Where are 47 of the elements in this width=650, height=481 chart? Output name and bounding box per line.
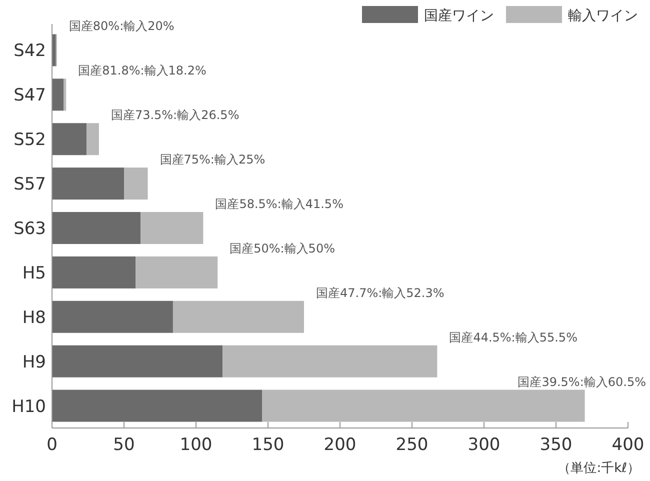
annotation: 国産50%:輸入50%: [230, 241, 335, 256]
bar: [52, 168, 124, 200]
x-tick-label: 0: [46, 435, 58, 455]
bar: [86, 123, 99, 156]
y-tick-label: S52: [14, 130, 46, 150]
bar: [52, 123, 87, 156]
y-tick-label: S47: [14, 86, 46, 106]
x-tick-label: 300: [468, 435, 500, 455]
y-tick-label: S63: [14, 219, 46, 239]
annotation: 国産58.5%:輸入41.5%: [215, 197, 344, 211]
legend-label: 国産ワイン: [424, 8, 494, 24]
y-tick-label: S57: [14, 174, 46, 195]
annotation: 国産80%:輸入20%: [68, 19, 174, 34]
bar: [222, 345, 438, 378]
bar: [52, 78, 64, 111]
y-tick-label: H5: [22, 263, 46, 284]
bar: [262, 390, 585, 422]
annotation: 国産73.5%:輸入26.5%: [110, 108, 240, 122]
x-tick-label: 200: [324, 435, 356, 455]
legend-label: 輸入ワイン: [568, 8, 638, 24]
bar: [52, 300, 173, 333]
bar: [52, 212, 141, 244]
bar: [52, 34, 56, 66]
bar: [64, 78, 66, 111]
x-tick-label: 100: [180, 435, 212, 455]
bar: [52, 256, 136, 288]
bar: [136, 256, 218, 288]
x-tick-label: 50: [113, 435, 135, 455]
x-tick-label: 400: [612, 435, 644, 455]
x-tick-label: 250: [396, 435, 428, 455]
bar: [124, 168, 148, 200]
annotation: 国産81.8%:輸入18.2%: [78, 64, 206, 78]
y-tick-label: S42: [14, 41, 46, 62]
bar: [140, 212, 204, 244]
bar: [172, 300, 304, 333]
bar: [52, 390, 262, 422]
y-tick-label: H9: [22, 352, 46, 372]
annotation: 国産75%:輸入25%: [160, 152, 266, 167]
annotation: 国産44.5%:輸入55.5%: [449, 330, 578, 344]
x-axis-title: （単位:千kℓ）: [558, 461, 640, 476]
y-tick-label: H10: [12, 396, 46, 417]
x-tick-label: 150: [252, 435, 284, 455]
bar: [52, 345, 223, 378]
annotation: 国産39.5%:輸入60.5%: [518, 374, 646, 389]
annotation: 国産47.7%:輸入52.3%: [316, 286, 444, 300]
x-tick-label: 350: [540, 435, 572, 455]
y-tick-label: H8: [22, 308, 46, 328]
